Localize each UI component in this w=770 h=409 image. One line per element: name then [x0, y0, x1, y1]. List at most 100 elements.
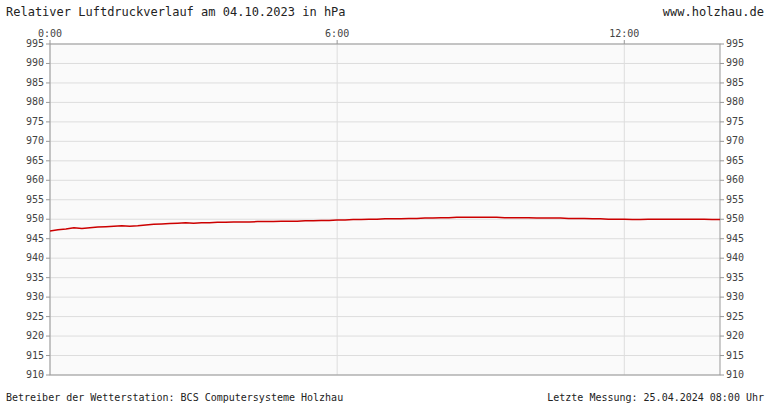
- grid-line-y: [50, 297, 720, 298]
- x-tick-label: 0:00: [38, 28, 62, 39]
- grid-line-x: [624, 44, 625, 375]
- y-tick-right: [720, 336, 724, 337]
- grid-line-y: [50, 121, 720, 122]
- y-tick: [46, 180, 50, 181]
- y-tick-label-right: 985: [726, 77, 744, 88]
- y-tick-label: 940: [26, 252, 44, 263]
- grid-line-y: [50, 102, 720, 103]
- y-tick-label-right: 995: [726, 38, 744, 49]
- y-tick-right: [720, 375, 724, 376]
- y-tick: [46, 141, 50, 142]
- y-tick-label: 985: [26, 77, 44, 88]
- x-axis: 0:00 6:00 12:00: [38, 28, 639, 44]
- x-tick: [50, 40, 51, 44]
- data: [50, 217, 720, 231]
- y-tick: [46, 160, 50, 161]
- y-tick-label-right: 935: [726, 272, 744, 283]
- y-tick-label: 980: [26, 96, 44, 107]
- x-tick: [624, 40, 625, 44]
- grid-line-y: [50, 141, 720, 142]
- title: Relativer Luftdruckverlauf am 04.10.2023…: [6, 5, 346, 19]
- y-tick: [46, 375, 50, 376]
- y-tick-label: 920: [26, 330, 44, 341]
- x-tick-label: 6:00: [325, 28, 349, 39]
- y-tick: [46, 199, 50, 200]
- y-tick-label: 955: [26, 194, 44, 205]
- y-tick-label-right: 960: [726, 174, 744, 185]
- grid: [50, 44, 720, 375]
- y-tick-label-right: 965: [726, 155, 744, 166]
- x-tick-label: 12:00: [609, 28, 639, 39]
- y-tick: [46, 44, 50, 45]
- subtitle: www.holzhau.de: [663, 5, 764, 19]
- footer-left: Betreiber der Wetterstation: BCS Compute…: [6, 392, 343, 403]
- y-tick-right: [720, 44, 724, 45]
- y-tick: [46, 355, 50, 356]
- grid-line-y: [50, 238, 720, 239]
- y-tick: [46, 219, 50, 220]
- y-tick-label: 990: [26, 57, 44, 68]
- y-tick-label: 910: [26, 369, 44, 380]
- y-tick-label: 935: [26, 272, 44, 283]
- y-tick-label-right: 950: [726, 213, 744, 224]
- grid-line-y: [50, 355, 720, 356]
- y-tick: [46, 258, 50, 259]
- y-tick-label-right: 980: [726, 96, 744, 107]
- grid-line-y: [50, 336, 720, 337]
- chart: 9109109159159209209259259309309359359409…: [0, 0, 770, 409]
- y-tick: [46, 63, 50, 64]
- y-axis: 9109109159159209209259259309309359359409…: [26, 38, 744, 380]
- grid-line-y: [50, 160, 720, 161]
- y-tick: [46, 102, 50, 103]
- y-tick-label: 945: [26, 233, 44, 244]
- y-tick-label-right: 955: [726, 194, 744, 205]
- y-tick-right: [720, 141, 724, 142]
- y-tick-right: [720, 316, 724, 317]
- y-tick-label: 930: [26, 291, 44, 302]
- plot-frame: [50, 44, 720, 375]
- y-tick: [46, 238, 50, 239]
- y-tick-right: [720, 219, 724, 220]
- grid-line-y: [50, 316, 720, 317]
- pressure-line: [50, 217, 720, 231]
- grid-line-y: [50, 258, 720, 259]
- y-tick-label: 960: [26, 174, 44, 185]
- grid-line-y: [50, 82, 720, 83]
- y-tick-label: 995: [26, 38, 44, 49]
- y-tick-right: [720, 82, 724, 83]
- plot-background: [50, 44, 720, 375]
- y-tick-label: 975: [26, 116, 44, 127]
- y-tick-right: [720, 121, 724, 122]
- y-tick-label-right: 975: [726, 116, 744, 127]
- grid-line-y: [50, 277, 720, 278]
- y-tick: [46, 297, 50, 298]
- y-tick-right: [720, 160, 724, 161]
- y-tick-label-right: 940: [726, 252, 744, 263]
- y-tick-label: 925: [26, 311, 44, 322]
- y-tick-label-right: 925: [726, 311, 744, 322]
- y-tick: [46, 316, 50, 317]
- y-tick-right: [720, 258, 724, 259]
- x-tick: [337, 40, 338, 44]
- y-tick-right: [720, 277, 724, 278]
- y-tick: [46, 336, 50, 337]
- y-tick-label-right: 990: [726, 57, 744, 68]
- y-tick: [46, 277, 50, 278]
- y-tick-label-right: 920: [726, 330, 744, 341]
- y-tick-right: [720, 180, 724, 181]
- grid-line-y: [50, 199, 720, 200]
- grid-line-x: [337, 44, 338, 375]
- y-tick-label-right: 970: [726, 135, 744, 146]
- y-tick: [46, 82, 50, 83]
- grid-line-y: [50, 180, 720, 181]
- y-tick-label-right: 930: [726, 291, 744, 302]
- footer-right: Letzte Messung: 25.04.2024 08:00 Uhr: [547, 392, 764, 403]
- y-tick-right: [720, 63, 724, 64]
- y-tick-label-right: 945: [726, 233, 744, 244]
- y-tick: [46, 121, 50, 122]
- y-tick-label: 950: [26, 213, 44, 224]
- y-tick-right: [720, 238, 724, 239]
- grid-line-y: [50, 63, 720, 64]
- y-tick-right: [720, 102, 724, 103]
- y-tick-label: 965: [26, 155, 44, 166]
